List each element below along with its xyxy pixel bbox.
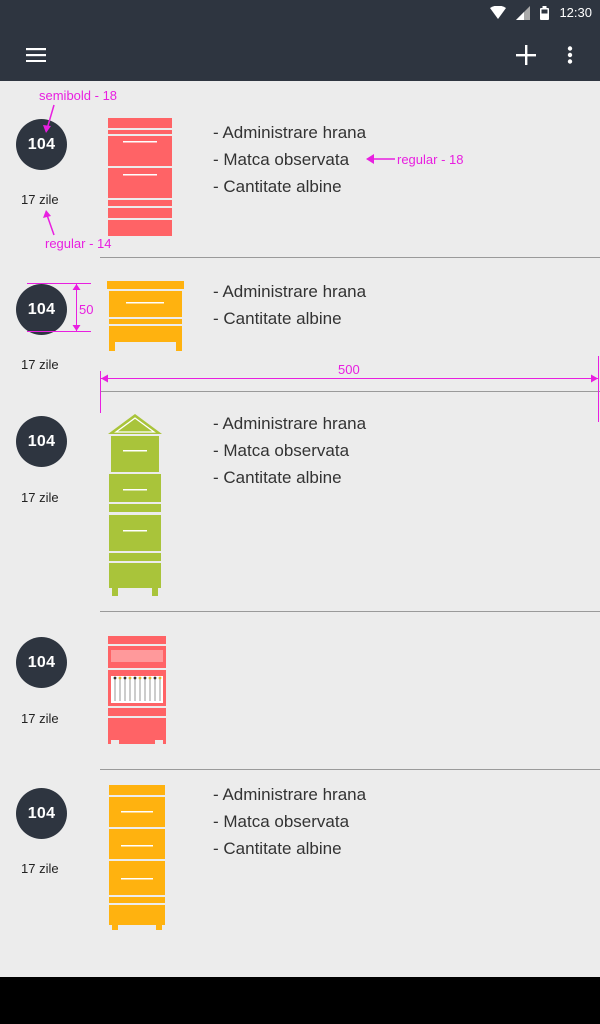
hive-red-frames-icon — [108, 636, 166, 746]
hive-number-badge: 104 — [16, 284, 67, 335]
annotation-arrow-icon — [43, 210, 55, 236]
hive-days: 17 zile — [21, 711, 59, 726]
annotation-dim-line — [598, 356, 599, 422]
annotation-arrow-icon — [72, 284, 81, 331]
hive-days: 17 zile — [21, 861, 59, 876]
row-divider — [100, 391, 600, 392]
observation-item: - Cantitate albine — [213, 468, 342, 487]
hive-number-badge: 104 — [16, 119, 67, 170]
hive-red-icon — [108, 118, 172, 236]
observation-item: - Cantitate albine — [213, 177, 342, 196]
annotation-obs-font: regular - 18 — [397, 152, 464, 167]
observation-item: - Cantitate albine — [213, 309, 342, 328]
annotation-dim-line — [101, 378, 598, 379]
hive-number-badge: 104 — [16, 416, 67, 467]
observation-list: - Administrare hrana - Matca observata -… — [213, 119, 366, 200]
annotation-dim-line — [100, 371, 101, 413]
annotation-dim-line — [76, 284, 77, 331]
observation-item: - Administrare hrana — [213, 414, 367, 433]
status-bar: 12:30 — [0, 0, 600, 28]
status-time: 12:30 — [559, 5, 592, 20]
more-vert-icon — [567, 45, 573, 64]
annotation-badge-size: 50 — [79, 302, 94, 317]
hive-orange-tall-icon — [109, 785, 165, 930]
observation-item: - Cantitate albine — [213, 839, 342, 858]
hive-days: 17 zile — [21, 192, 59, 207]
observation-item: - Matca observata — [213, 441, 350, 460]
plus-icon — [516, 44, 536, 65]
hive-days: 17 zile — [21, 357, 59, 372]
hive-number-badge: 104 — [16, 788, 67, 839]
observation-item: - Matca observata — [213, 812, 350, 831]
row-divider — [100, 769, 600, 770]
hive-green-icon — [108, 414, 162, 596]
annotation-arrow-icon — [101, 374, 598, 383]
hive-days: 17 zile — [21, 490, 59, 505]
observation-list: - Administrare hrana - Matca observata -… — [213, 781, 366, 862]
signal-icon — [516, 5, 531, 20]
observation-item: - Administrare hrana — [213, 282, 367, 301]
observation-item: - Administrare hrana — [213, 785, 367, 804]
observation-list: - Administrare hrana - Matca observata -… — [213, 410, 366, 491]
observation-list: - Administrare hrana - Cantitate albine — [213, 278, 366, 332]
annotation-arrow-icon — [366, 154, 395, 164]
status-icons: 12:30 — [490, 5, 592, 20]
annotation-days-font: regular - 14 — [45, 236, 112, 251]
observation-item: - Administrare hrana — [213, 123, 367, 142]
annotation-dim-line — [27, 283, 91, 284]
add-button[interactable] — [502, 28, 550, 81]
annotation-arrow-icon — [43, 104, 55, 133]
menu-button[interactable] — [12, 28, 60, 81]
annotation-badge-font: semibold - 18 — [39, 88, 118, 103]
overflow-menu-button[interactable] — [546, 28, 594, 81]
hive-orange-icon — [107, 281, 184, 351]
menu-icon — [26, 47, 46, 62]
observation-item: - Matca observata — [213, 150, 350, 169]
annotation-content-width: 500 — [338, 362, 360, 377]
hive-list[interactable]: 104 17 zile - Administrare hrana - Matca… — [0, 81, 600, 977]
annotation-dim-line — [27, 331, 91, 332]
row-divider — [100, 257, 600, 258]
wifi-icon — [490, 5, 507, 19]
app-toolbar — [0, 28, 600, 81]
row-divider — [100, 611, 600, 612]
system-nav-bar — [0, 977, 600, 1024]
hive-number-badge: 104 — [16, 637, 67, 688]
battery-icon — [540, 5, 550, 20]
